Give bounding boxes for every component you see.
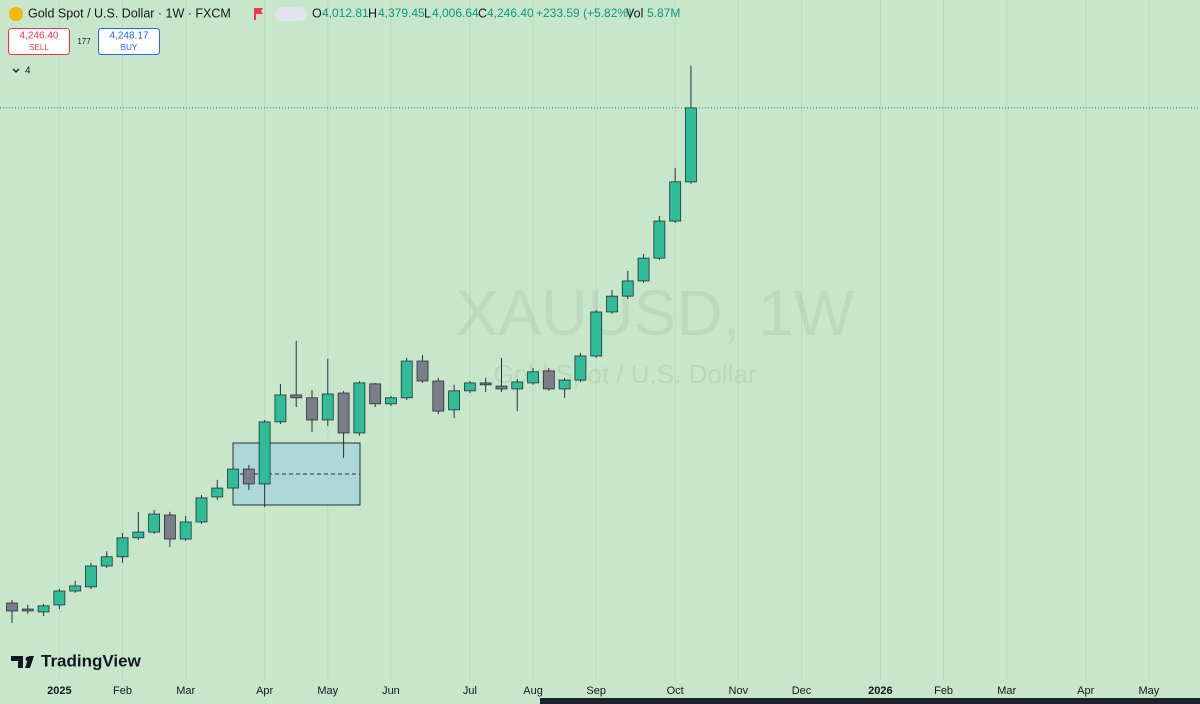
- candle-body: [69, 585, 82, 592]
- ohlc-value: 4,006.64: [432, 6, 479, 20]
- candle-body: [53, 590, 66, 606]
- x-tick-label: May: [317, 685, 338, 697]
- symbol-icon: [9, 7, 23, 21]
- candle-body: [621, 280, 634, 297]
- candle-body: [669, 181, 682, 222]
- x-tick-label: Dec: [792, 685, 812, 697]
- sell-label: SELL: [29, 43, 49, 52]
- x-tick-label: Aug: [523, 685, 543, 697]
- brand-logo-dot: [25, 656, 31, 662]
- candle-body: [527, 371, 539, 384]
- x-tick-label: 2025: [47, 685, 71, 697]
- x-tick-label: Jul: [463, 685, 477, 697]
- candle-body: [463, 382, 476, 392]
- indicator-toggle[interactable]: [275, 7, 307, 21]
- candle-body: [685, 107, 697, 183]
- candle-body: [132, 531, 145, 539]
- candle-body: [116, 537, 129, 558]
- ohlc-key: O: [312, 6, 322, 20]
- x-tick-label: Apr: [256, 685, 273, 697]
- candle-body: [448, 390, 461, 411]
- candle-body: [637, 257, 650, 282]
- candle-body: [100, 556, 113, 567]
- x-tick-label: Jun: [382, 685, 400, 697]
- candle-body: [258, 421, 271, 485]
- x-tick-label: Nov: [729, 685, 749, 697]
- candle-body: [400, 360, 413, 399]
- x-tick-label: Feb: [113, 685, 132, 697]
- volume-value: 5.87M: [647, 6, 680, 20]
- x-tick-label: Mar: [997, 685, 1016, 697]
- candle-body: [306, 397, 318, 421]
- candle-body: [195, 497, 208, 523]
- candle-body: [148, 513, 161, 533]
- ohlc-value: 4,379.45: [378, 6, 425, 20]
- candle-body: [179, 521, 192, 540]
- candle-body: [6, 602, 18, 612]
- x-tick-label: Apr: [1077, 685, 1094, 697]
- buy-price: 4,248.17: [110, 31, 149, 42]
- candle-body: [511, 381, 524, 390]
- candle-body: [574, 355, 587, 381]
- sell-button[interactable]: [8, 28, 70, 55]
- candle-body: [416, 360, 429, 382]
- candle-body: [290, 394, 303, 399]
- indicators-count[interactable]: 4: [25, 66, 31, 77]
- x-tick-label: Oct: [667, 685, 684, 697]
- grid: [58, 0, 1150, 680]
- sell-price: 4,246.40: [20, 31, 59, 42]
- flag-icon[interactable]: [254, 8, 263, 20]
- bottom-toolbar: [540, 698, 1200, 704]
- brand-name: TradingView: [41, 651, 142, 670]
- x-tick-label: Feb: [934, 685, 953, 697]
- candle-body: [542, 370, 555, 390]
- candle-body: [479, 382, 492, 386]
- x-axis: 2025 Feb Mar Apr May Jun Jul Aug Sep Oct Nov Dec 202…: [47, 685, 1160, 697]
- candle-body: [85, 565, 97, 588]
- candle-body: [211, 487, 224, 498]
- candle-body: [606, 295, 618, 313]
- ohlc-value: 4,246.40: [487, 6, 534, 20]
- ohlc-key: L: [424, 6, 431, 20]
- x-tick-label: May: [1138, 685, 1159, 697]
- candle-body: [432, 380, 445, 412]
- candle-body: [163, 514, 176, 540]
- buy-button[interactable]: [98, 28, 160, 55]
- change: +233.59 (+5.82%): [536, 6, 632, 20]
- ohlc-key: H: [368, 6, 377, 20]
- candle-body: [495, 385, 508, 390]
- candle-body: [337, 392, 350, 434]
- candle-body: [653, 220, 666, 259]
- x-tick-label: Sep: [586, 685, 606, 697]
- buy-label: BUY: [121, 43, 138, 52]
- symbol-title[interactable]: Gold Spot / U.S. Dollar · 1W · FXCM: [28, 6, 231, 20]
- candle-body: [321, 393, 334, 421]
- ohlc-value: 4,012.81: [322, 6, 369, 20]
- candle-body: [37, 605, 50, 613]
- ohlc-key: C: [478, 6, 487, 20]
- candle-body: [227, 468, 239, 489]
- x-tick-label: 2026: [868, 685, 892, 697]
- x-tick-label: Mar: [176, 685, 195, 697]
- spread: 177: [77, 37, 91, 46]
- volume-key: Vol: [626, 6, 643, 20]
- collapse-chevron[interactable]: [12, 68, 20, 73]
- candle-body: [21, 608, 34, 612]
- candle-body: [242, 468, 255, 485]
- candle-body: [353, 382, 366, 434]
- candle-body: [590, 311, 603, 357]
- plot: [0, 65, 1200, 623]
- candle-body: [274, 394, 287, 423]
- candle-body: [369, 383, 382, 405]
- watermark-symbol: XAUUSD, 1W: [456, 277, 855, 349]
- candle-body: [385, 397, 397, 405]
- candle-body: [558, 379, 571, 390]
